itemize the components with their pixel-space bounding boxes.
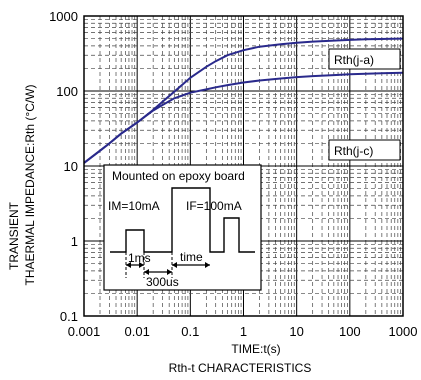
x-tick-label: 1000 [389, 324, 418, 339]
inset-title: Mounted on epoxy board [112, 169, 245, 183]
legend-box-j-c [328, 139, 401, 161]
inset-arrowhead [139, 262, 144, 268]
x-tick-label: 10 [289, 324, 303, 339]
legend-label-j-c: Rth(j-c) [334, 144, 373, 158]
inset-waveform [110, 187, 255, 253]
inset-arrowhead [126, 262, 131, 268]
chart-caption: Rth-t CHARACTERISTICS [169, 361, 312, 375]
y-tick-label: 10 [64, 159, 78, 174]
y-axis-title-line1: TRANSIENT [7, 201, 21, 270]
inset-time-label: time [180, 250, 203, 264]
inset-arrowhead [167, 269, 172, 275]
x-axis-title: TIME:t(s) [231, 342, 280, 356]
inset-box [103, 164, 262, 291]
legend-j-a: Rth(j-a) [328, 48, 401, 70]
inset-if-label: IF=100mA [186, 199, 242, 213]
legend-box-j-a [328, 48, 401, 70]
y-tick-label: 100 [56, 84, 78, 99]
y-tick-label: 1000 [49, 9, 78, 24]
series-layer [83, 37, 404, 164]
tick-labels: 0.001 0.01 0.1 1 10 100 1000 0.1 1 10 100 1000 [49, 9, 417, 339]
inset-im-label: IM=10mA [108, 199, 160, 213]
inset-arrowhead [172, 262, 177, 268]
inset-1ms-label: 1ms [128, 251, 151, 265]
x-tick-label: 100 [339, 324, 361, 339]
y-tick-label: 1 [71, 234, 78, 249]
series-line-rth-j-c [83, 71, 404, 164]
x-tick-label: 0.001 [68, 324, 101, 339]
inset-arrowhead [205, 262, 210, 268]
plot-frame [83, 15, 404, 317]
y-tick-label: 0.1 [60, 309, 78, 324]
inset-300us-label: 300us [146, 275, 179, 289]
y-axis-title-line2: THAERMAL IMPEDANCE:Rth (°C/W) [23, 84, 37, 285]
x-tick-label: 1 [240, 324, 247, 339]
x-tick-label: 0.1 [181, 324, 199, 339]
inset-diagram: Mounted on epoxy board IM=10mA IF=100mA … [103, 164, 262, 291]
legend-label-j-a: Rth(j-a) [334, 53, 374, 67]
legend-j-c: Rth(j-c) [328, 139, 401, 161]
inset-arrowhead [144, 269, 149, 275]
x-tick-label: 0.01 [125, 324, 150, 339]
